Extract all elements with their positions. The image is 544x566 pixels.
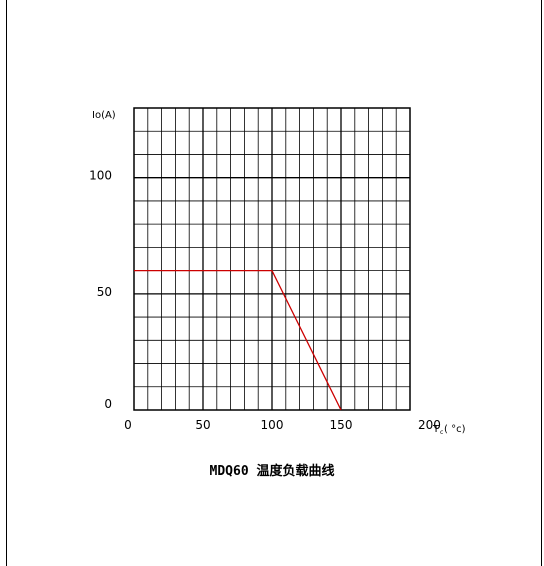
- series-group: [134, 269, 342, 411]
- y-axis-label: Io(A): [92, 110, 116, 121]
- x-tick-label: 100: [261, 418, 284, 432]
- grid: [134, 108, 410, 410]
- x-tick-label: 200: [418, 418, 441, 432]
- x-axis-label-unit: ( °c): [444, 424, 466, 435]
- y-tick-label: 50: [97, 285, 112, 299]
- x-axis-label-main: T: [432, 424, 440, 435]
- y-tick-label: 0: [104, 397, 112, 411]
- y-tick-label: 100: [89, 169, 112, 183]
- series-line: [134, 269, 342, 411]
- y-tick-labels: 0 50 100: [89, 169, 112, 411]
- plot-border: [133, 107, 411, 411]
- x-tick-label: 50: [195, 418, 210, 432]
- x-tick-labels: 0 50 100 150 200: [124, 418, 441, 432]
- chart-title: MDQ60 温度负载曲线: [210, 463, 335, 479]
- x-tick-label: 150: [330, 418, 353, 432]
- x-tick-label: 0: [124, 418, 132, 432]
- x-axis-label-sub: c: [440, 429, 443, 436]
- chart-frame: [6, 0, 542, 566]
